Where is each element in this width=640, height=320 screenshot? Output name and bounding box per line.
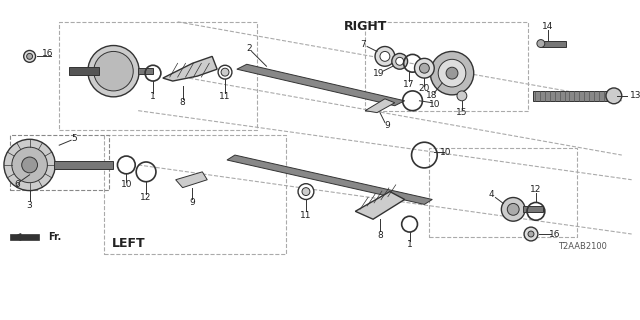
Bar — [429, 148, 577, 237]
Text: T2AAB2100: T2AAB2100 — [558, 242, 607, 251]
Text: 19: 19 — [373, 69, 385, 78]
Bar — [10, 234, 40, 240]
Text: 1: 1 — [406, 240, 412, 249]
Bar — [69, 67, 99, 75]
Bar — [104, 135, 286, 254]
Text: 8: 8 — [377, 230, 383, 239]
Text: RIGHT: RIGHT — [344, 20, 387, 33]
Circle shape — [438, 59, 466, 87]
Bar — [523, 206, 543, 212]
Text: 12: 12 — [530, 185, 541, 194]
Circle shape — [415, 58, 435, 78]
Text: 18: 18 — [426, 91, 437, 100]
Text: 15: 15 — [456, 108, 468, 117]
Polygon shape — [365, 99, 395, 113]
Circle shape — [375, 46, 395, 66]
Circle shape — [12, 147, 47, 183]
Text: 7: 7 — [360, 40, 366, 49]
Polygon shape — [227, 155, 432, 204]
Text: 9: 9 — [384, 121, 390, 130]
Circle shape — [298, 184, 314, 199]
Polygon shape — [175, 172, 207, 188]
Text: 6: 6 — [14, 180, 20, 189]
Circle shape — [528, 231, 534, 237]
Text: 10: 10 — [120, 180, 132, 189]
Text: LEFT: LEFT — [111, 237, 145, 250]
Text: 1: 1 — [150, 92, 156, 101]
Circle shape — [430, 52, 474, 95]
Circle shape — [457, 91, 467, 101]
Text: 16: 16 — [549, 229, 561, 238]
Circle shape — [88, 45, 139, 97]
Text: 20: 20 — [419, 84, 430, 93]
Circle shape — [24, 51, 36, 62]
Polygon shape — [355, 192, 404, 219]
Circle shape — [537, 40, 545, 47]
Bar — [138, 68, 153, 74]
Bar — [365, 22, 528, 111]
Text: 11: 11 — [220, 92, 231, 101]
Text: 12: 12 — [140, 193, 152, 202]
Circle shape — [396, 57, 404, 65]
Text: 2: 2 — [246, 44, 252, 53]
Bar — [60, 22, 257, 130]
Bar — [54, 161, 113, 169]
Text: 9: 9 — [189, 198, 195, 207]
Circle shape — [4, 139, 55, 191]
Text: 8: 8 — [180, 98, 186, 107]
Circle shape — [419, 63, 429, 73]
Circle shape — [302, 188, 310, 196]
Text: 10: 10 — [440, 148, 452, 156]
Circle shape — [524, 227, 538, 241]
Circle shape — [501, 197, 525, 221]
Text: 13: 13 — [630, 91, 640, 100]
Text: 11: 11 — [300, 211, 312, 220]
Circle shape — [221, 68, 229, 76]
Text: 4: 4 — [489, 190, 494, 199]
Text: 14: 14 — [542, 22, 554, 31]
Circle shape — [27, 53, 33, 59]
Text: 3: 3 — [27, 201, 33, 210]
Text: 10: 10 — [429, 100, 440, 109]
Bar — [533, 91, 612, 101]
Text: 5: 5 — [71, 134, 77, 143]
Circle shape — [606, 88, 622, 104]
Circle shape — [93, 52, 133, 91]
Polygon shape — [163, 56, 217, 81]
Circle shape — [380, 52, 390, 61]
Polygon shape — [237, 64, 404, 106]
Circle shape — [446, 67, 458, 79]
Bar — [541, 41, 566, 46]
Text: 16: 16 — [42, 49, 53, 58]
Circle shape — [22, 157, 38, 173]
Text: Fr.: Fr. — [47, 232, 61, 242]
Text: 17: 17 — [403, 79, 414, 89]
Circle shape — [508, 204, 519, 215]
Circle shape — [218, 65, 232, 79]
Circle shape — [392, 53, 408, 69]
Bar — [10, 135, 109, 190]
